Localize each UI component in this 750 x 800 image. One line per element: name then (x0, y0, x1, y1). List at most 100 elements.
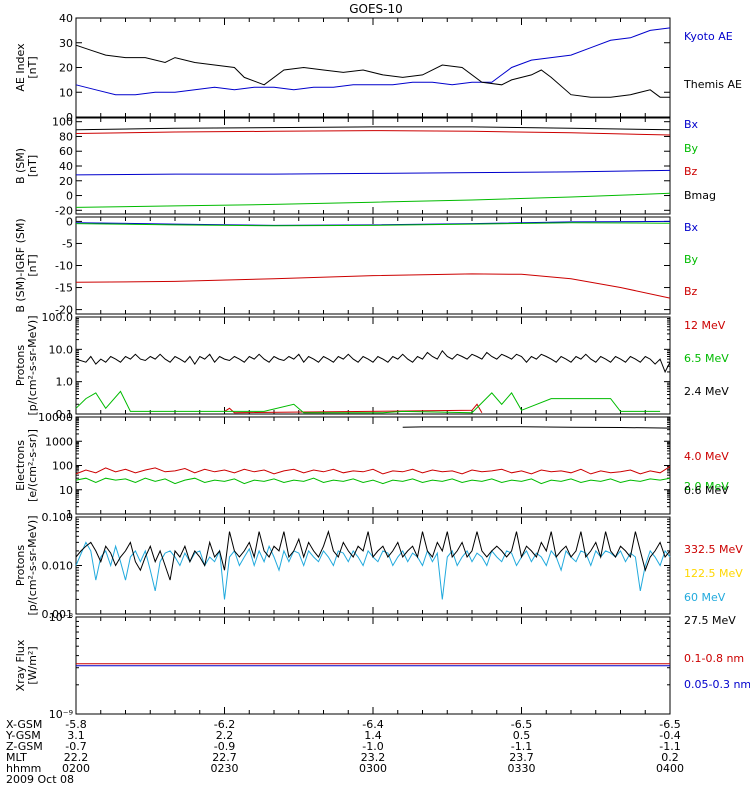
legend-label: 0.6 MeV (684, 484, 729, 497)
y-tick-label: -5 (62, 237, 73, 250)
legend-label: 60 MeV (684, 591, 726, 604)
footer-value: -1.0 (362, 740, 383, 753)
legend-label: 0.05-0.3 nm (684, 678, 750, 691)
footer-value: 0.2 (661, 751, 679, 764)
legend-label: 2.4 MeV (684, 385, 729, 398)
series-line-4-0-mev (75, 466, 671, 475)
footer-value: 22.7 (212, 751, 237, 764)
panel-frame (75, 216, 671, 315)
y-tick-label: 100 (52, 116, 73, 129)
y-tick-label: 80 (59, 130, 73, 143)
y-tick-label: 1 (66, 508, 73, 521)
series-line-bmag (75, 126, 671, 131)
y-axis-label: Protons[p/(cm²-s-sr-MeV)] (14, 516, 39, 616)
footer-value: -6.5 (511, 718, 532, 731)
y-tick-label: -15 (55, 282, 73, 295)
y-axis-label: Xray Flux[W/m²] (14, 639, 39, 691)
footer-value: 1.4 (364, 729, 382, 742)
series-line-12-mev (224, 403, 483, 414)
y-axis-label-line: AE Index (14, 43, 27, 92)
series-line-themis-ae (75, 44, 670, 98)
panel-6: 0.0010.0100.100Protons[p/(cm²-s-sr-MeV)]… (14, 511, 743, 627)
y-axis-label-line: B (SM)-IGRF (SM) (14, 218, 27, 312)
series-line-6-5-mev (75, 390, 661, 414)
footer-row-label: X-GSM (6, 718, 42, 731)
series-line-0-6-mev (402, 426, 671, 429)
legend-label: 0.1-0.8 nm (684, 652, 744, 665)
y-tick-label: 10 (59, 484, 73, 497)
legend-label: 27.5 MeV (684, 614, 736, 627)
footer-value: 23.2 (361, 751, 386, 764)
y-axis-label: AE Index[nT] (14, 43, 39, 92)
y-tick-label: 100 (52, 460, 73, 473)
figure-title: GOES-10 (349, 2, 403, 16)
footer-value: -6.2 (214, 718, 235, 731)
panel-frame (75, 17, 671, 118)
series-line-kyoto-ae (75, 27, 671, 96)
y-axis-label-line: [e/(cm²-s-sr)] (26, 429, 39, 502)
y-axis-label-line: Protons (14, 545, 27, 586)
footer-value: 22.2 (64, 751, 89, 764)
series-line-27-5-mev (75, 529, 671, 581)
y-tick-label: 1000 (45, 435, 73, 448)
y-tick-label: -20 (55, 304, 73, 317)
y-tick-label: -20 (55, 204, 73, 217)
y-axis-label-line: [nT] (26, 56, 39, 78)
y-tick-label: 0 (66, 190, 73, 203)
y-tick-label: 10⁻⁸ (49, 611, 74, 624)
y-tick-label: 10000 (38, 411, 73, 424)
footer-value: 23.7 (509, 751, 534, 764)
footer-ephemeris: X-GSM -5.8 -6.2 -6.4 -6.5 -6.5 Y-GSM 3.1 2.2 1.4 0… (5, 718, 684, 786)
legend-label: Bmag (684, 189, 716, 202)
y-axis-label: B (SM)[nT] (14, 148, 39, 184)
panel-3: -20 -15 -10 -5 0 B (SM)-IGRF (SM)[nT] Bx By Bz (14, 215, 699, 316)
footer-value: -6.5 (659, 718, 680, 731)
legend-label: Bz (684, 165, 698, 178)
legend-label: 2.0 MeV (684, 480, 729, 493)
y-tick-label: 60 (59, 145, 73, 158)
y-tick-label: 100.0 (42, 311, 74, 324)
footer-value: 0330 (508, 762, 536, 775)
y-axis-label-line: [nT] (26, 254, 39, 276)
y-axis-label-line: [W/m²] (26, 646, 39, 684)
y-tick-label: 0.010 (42, 560, 74, 573)
footer-value: 0400 (656, 762, 684, 775)
footer-value: 2.2 (216, 729, 234, 742)
legend-label: By (684, 253, 699, 266)
y-tick-label: 10⁻⁹ (49, 708, 73, 721)
panel-frame (75, 416, 671, 515)
footer-value: -1.1 (511, 740, 532, 753)
legend-label: Themis AE (683, 78, 742, 91)
footer-value: 0.5 (513, 729, 531, 742)
panel-4: 0.1 1.0 10.0 100.0 Protons[p/(cm²-s-sr-MeV)]… (14, 311, 729, 421)
y-axis-label-line: Protons (14, 345, 27, 386)
footer-value: -0.7 (65, 740, 86, 753)
series-line-by (75, 222, 671, 227)
y-axis-label-line: B (SM) (14, 148, 27, 184)
y-tick-label: 0.1 (56, 408, 74, 421)
y-axis-label-line: Xray Flux (14, 639, 27, 691)
panel-frame (75, 316, 671, 415)
footer-date: 2009 Oct 08 (6, 773, 74, 786)
y-tick-label: 0 (66, 111, 73, 124)
y-axis-label-line: [p/(cm²-s-sr-MeV)] (26, 316, 39, 416)
legend-label: 332.5 MeV (684, 543, 743, 556)
legend-label: 6.5 MeV (684, 352, 729, 365)
legend-label: Bx (684, 221, 699, 234)
y-tick-label: 20 (59, 62, 73, 75)
series-line-2-4-mev (75, 349, 671, 374)
panel-1: 0 10 20 30 40 AE Index[nT] Kyoto AE Themis AE (14, 12, 742, 124)
y-tick-label: 10.0 (49, 343, 74, 356)
y-axis-label-line: [nT] (26, 155, 39, 177)
y-tick-label: 1.0 (56, 376, 74, 389)
y-tick-label: 40 (59, 160, 73, 173)
series-line-by (75, 192, 671, 208)
y-tick-label: 20 (59, 175, 73, 188)
legend-label: Kyoto AE (684, 30, 733, 43)
legend-label: Bz (684, 285, 698, 298)
series-line-bx (75, 169, 671, 176)
series-line-bz (75, 130, 671, 136)
y-tick-label: 40 (59, 12, 73, 25)
